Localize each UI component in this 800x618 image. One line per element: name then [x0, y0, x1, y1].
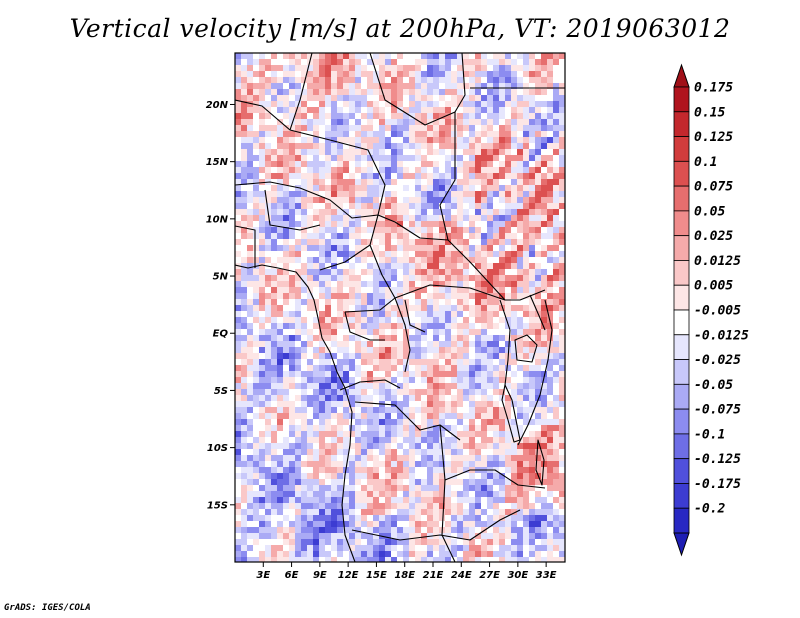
lon-tick-label: 6E	[285, 570, 299, 581]
colorbar-swatch	[673, 185, 690, 212]
colorbar-top-arrow	[673, 63, 690, 88]
lon-tick-label: 9E	[313, 570, 327, 581]
colorbar-label: -0.175	[694, 477, 741, 492]
colorbar-swatch	[673, 334, 690, 360]
grads-credit: GrADS: IGES/COLA	[4, 603, 91, 613]
coastlines-borders	[235, 53, 565, 562]
lake-tanganyika	[501, 384, 521, 443]
colorbar-swatch	[673, 260, 690, 286]
lat-tick-label: 5S	[214, 386, 228, 397]
colorbar-label: 0.05	[694, 204, 725, 219]
border	[444, 469, 546, 489]
colorbar-swatch	[673, 458, 690, 484]
border	[529, 294, 546, 331]
colorbar-label: -0.125	[694, 452, 741, 467]
colorbar-label: 0.005	[694, 279, 733, 294]
lon-tick-label: 15E	[366, 570, 387, 581]
colorbar-label: -0.0125	[694, 328, 749, 343]
border	[369, 53, 466, 126]
colorbar-swatch	[673, 507, 690, 534]
lat-tick-label: 10N	[206, 214, 229, 225]
colorbar-label: 0.075	[694, 180, 733, 195]
colorbar-label: -0.1	[694, 427, 725, 442]
colorbar-swatch	[673, 160, 690, 187]
colorbar-swatch	[673, 284, 690, 311]
border	[344, 311, 385, 341]
colorbar-swatch	[673, 309, 690, 336]
lat-tick-label: EQ	[213, 329, 229, 340]
colorbar-swatch	[673, 235, 690, 261]
colorbar-label: 0.025	[694, 229, 733, 244]
border	[235, 99, 386, 216]
longitude-axis: 3E 6E 9E 12E 15E 18E 21E 24E 27E 30E 33E	[256, 562, 557, 581]
border	[319, 214, 379, 271]
border	[264, 189, 321, 231]
coastline	[235, 264, 356, 562]
lake-victoria	[514, 334, 538, 363]
border	[351, 509, 521, 541]
lon-tick-label: 24E	[451, 570, 472, 581]
border	[439, 112, 506, 301]
colorbar-swatch	[673, 136, 690, 162]
border	[499, 299, 511, 386]
lat-tick-label: 20N	[206, 100, 229, 111]
border	[439, 424, 456, 562]
colorbar-swatch	[673, 383, 690, 410]
colorbar-bottom-arrow	[673, 532, 690, 557]
border	[235, 225, 256, 268]
colorbar-swatch	[673, 359, 690, 385]
border	[394, 221, 449, 241]
colorbar-swatch	[673, 483, 690, 509]
colorbar-swatch	[673, 408, 690, 435]
border	[394, 297, 411, 373]
velocity-field	[235, 53, 565, 562]
lon-tick-label: 3E	[256, 570, 270, 581]
colorbar-label: 0.125	[694, 130, 733, 145]
colorbar-label: -0.05	[694, 378, 733, 393]
map-frame	[234, 52, 566, 563]
lon-tick-label: 27E	[479, 570, 500, 581]
border	[354, 401, 461, 441]
lat-tick-label: 10S	[207, 443, 228, 454]
colorbar-swatch	[673, 433, 690, 460]
colorbar-label: -0.2	[694, 502, 725, 517]
lat-tick-label: 5N	[213, 272, 229, 283]
page-title: Vertical velocity [m/s] at 200hPa, VT: 2…	[69, 14, 731, 43]
lon-tick-label: 30E	[507, 570, 528, 581]
colorbar-label: -0.075	[694, 403, 741, 418]
colorbar-label: 0.175	[694, 81, 733, 96]
lon-tick-label: 12E	[338, 570, 359, 581]
lon-tick-label: 33E	[536, 570, 557, 581]
lat-tick-label: 15S	[207, 500, 228, 511]
lat-tick-label: 15N	[206, 157, 229, 168]
latitude-axis: 20N 15N 10N 5N EQ 5S 10S 15S	[206, 100, 235, 511]
colorbar-label: 0.1	[694, 155, 717, 170]
colorbar-swatch	[673, 210, 690, 237]
lon-tick-label: 18E	[394, 570, 415, 581]
lon-tick-label: 21E	[423, 570, 444, 581]
east-coastline	[517, 299, 553, 446]
lake-malawi	[535, 439, 545, 486]
colorbar-label: -0.005	[694, 304, 741, 319]
border	[339, 379, 401, 391]
border	[394, 284, 546, 301]
colorbar-label: 0.0125	[694, 254, 741, 269]
colorbar-label: -0.025	[694, 353, 741, 368]
colorbar-swatch	[673, 86, 690, 113]
colorbar: 0.175 0.15 0.125 0.1 0.075 0.05 0.025 0.0125 0.0…	[673, 63, 749, 557]
colorbar-swatch	[673, 111, 690, 137]
border	[404, 299, 426, 333]
border	[289, 53, 313, 131]
colorbar-label: 0.15	[694, 105, 725, 120]
